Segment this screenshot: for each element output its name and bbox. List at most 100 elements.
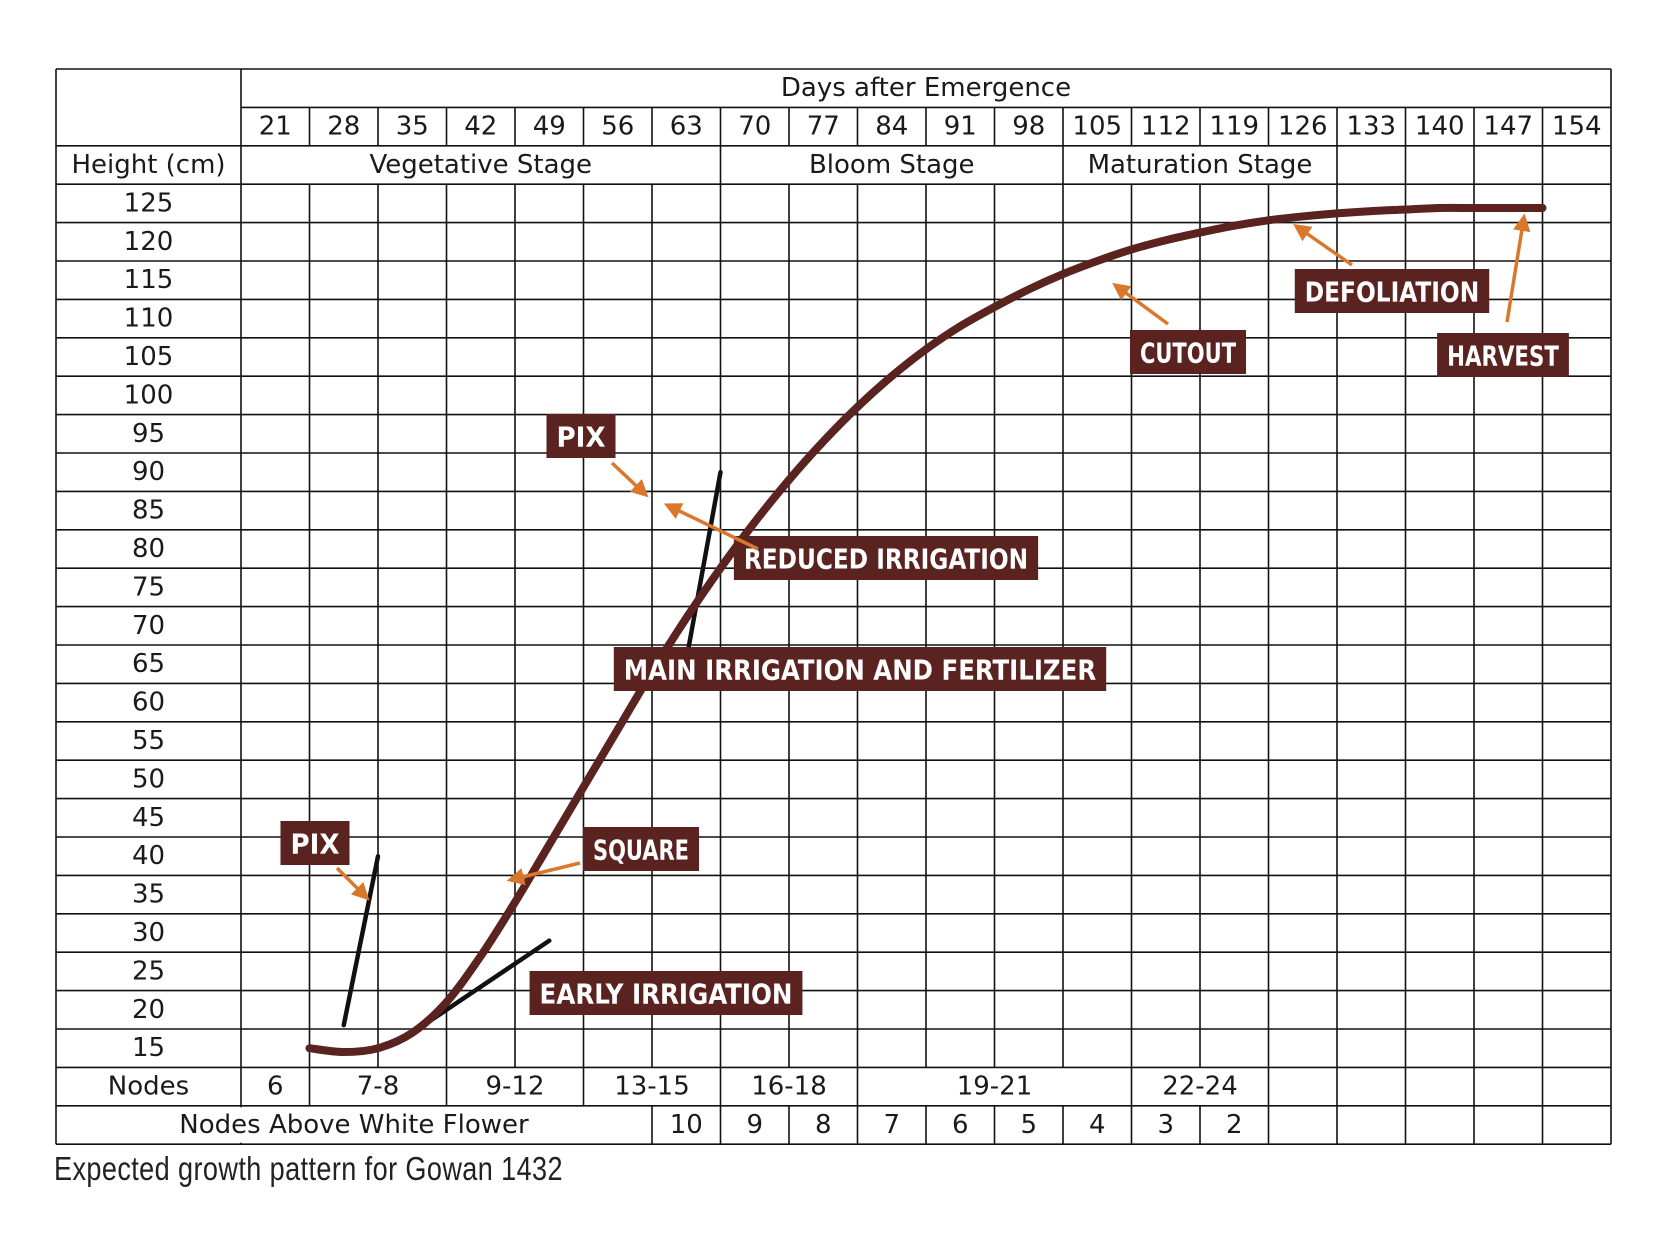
annotation-box	[280, 821, 350, 865]
nawf-row-label: Nodes Above White Flower	[179, 1110, 529, 1140]
nodes-value: 16-18	[751, 1072, 827, 1102]
annotation-label: EARLY IRRIGATION	[540, 978, 793, 1011]
stage-label: Maturation Stage	[1088, 150, 1313, 180]
height-tick-label: 60	[132, 688, 165, 718]
height-tick-label: 115	[124, 265, 174, 295]
day-tick-label: 98	[1012, 112, 1045, 142]
nawf-value: 7	[883, 1110, 900, 1140]
day-tick-label: 42	[464, 112, 497, 142]
days-after-emergence-header: Days after Emergence	[781, 73, 1071, 103]
stage-label: Vegetative Stage	[369, 150, 592, 180]
annotation-box	[1129, 330, 1247, 374]
annotation-box	[529, 971, 803, 1015]
annotation-arrow	[335, 866, 370, 901]
figure-caption: Expected growth pattern for Gowan 1432	[54, 1150, 563, 1187]
day-tick-label: 77	[807, 112, 840, 142]
nawf-value: 8	[815, 1110, 832, 1140]
height-tick-label: 25	[132, 956, 165, 986]
height-tick-label: 100	[124, 380, 174, 410]
nawf-value: 5	[1020, 1110, 1037, 1140]
height-tick-label: 45	[132, 803, 165, 833]
height-tick-label: 35	[132, 880, 165, 910]
nawf-value: 9	[746, 1110, 763, 1140]
growth-curve	[305, 203, 1547, 1057]
height-tick-label: 105	[124, 342, 174, 372]
nodes-value: 22-24	[1162, 1072, 1238, 1102]
height-tick-label: 80	[132, 534, 165, 564]
annotation-label: PIX	[290, 828, 339, 861]
height-tick-label: 55	[132, 726, 165, 756]
height-tick-label: 125	[124, 188, 174, 218]
nawf-value: 3	[1157, 1110, 1174, 1140]
height-tick-label: 70	[132, 611, 165, 641]
day-tick-label: 154	[1552, 112, 1602, 142]
nodes-value: 9-12	[485, 1072, 544, 1102]
annotation-label: HARVEST	[1447, 340, 1559, 373]
annotation-arrow	[610, 461, 649, 498]
nawf-value: 4	[1089, 1110, 1106, 1140]
tangent-line	[341, 853, 381, 1028]
day-tick-label: 49	[533, 112, 566, 142]
height-tick-label: 120	[124, 227, 174, 257]
annotation-layer: PIX EARLY IRRIGATION SQUARE PIX MAIN IRRIGAT…	[280, 213, 1569, 1015]
annotation-box	[733, 536, 1039, 580]
height-tick-label: 30	[132, 918, 165, 948]
growth-curve-layer	[305, 203, 1547, 1057]
annotation-label: MAIN IRRIGATION AND FERTILIZER	[624, 654, 1096, 687]
annotation-arrow	[1112, 282, 1170, 326]
height-tick-label: 90	[132, 457, 165, 487]
day-tick-label: 140	[1415, 112, 1465, 142]
annotation-box	[1437, 333, 1569, 377]
tangent-line	[684, 469, 723, 663]
day-tick-label: 112	[1141, 112, 1191, 142]
nawf-label-span	[58, 1107, 247, 1143]
annotation-box	[546, 414, 616, 458]
day-tick-label: 133	[1346, 112, 1396, 142]
height-tick-label: 110	[124, 304, 174, 334]
annotation-arrow	[1293, 223, 1354, 267]
annotation-box	[1294, 269, 1490, 313]
height-tick-label: 40	[132, 841, 165, 871]
annotation-label: CUTOUT	[1140, 337, 1237, 370]
chart-grid	[55, 68, 1612, 1145]
nawf-value: 2	[1226, 1110, 1243, 1140]
height-tick-label: 85	[132, 496, 165, 526]
annotation-label: REDUCED IRRIGATION	[744, 543, 1028, 576]
annotation-box	[613, 647, 1107, 691]
annotation-label: SQUARE	[593, 834, 689, 867]
annotation-box	[582, 827, 700, 871]
day-tick-label: 105	[1072, 112, 1122, 142]
day-tick-label: 126	[1278, 112, 1328, 142]
nodes-value: 6	[267, 1072, 284, 1102]
day-tick-label: 35	[396, 112, 429, 142]
annotation-arrow	[506, 861, 581, 886]
height-column-header: Height (cm)	[71, 150, 225, 180]
nodes-value: 19-21	[957, 1072, 1033, 1102]
height-tick-label: 75	[132, 572, 165, 602]
annotation-label: DEFOLIATION	[1305, 276, 1479, 309]
nawf-value: 10	[670, 1110, 703, 1140]
day-tick-label: 91	[944, 112, 977, 142]
day-tick-label: 84	[875, 112, 908, 142]
height-tick-label: 50	[132, 764, 165, 794]
tangent-lines	[341, 469, 723, 1036]
height-tick-label: 15	[132, 1033, 165, 1063]
height-tick-label: 20	[132, 995, 165, 1025]
day-tick-label: 56	[601, 112, 634, 142]
nodes-row-label: Nodes	[108, 1072, 189, 1102]
day-tick-label: 21	[259, 112, 292, 142]
annotation-arrow	[663, 503, 759, 551]
day-tick-label: 70	[738, 112, 771, 142]
nodes-value: 13-15	[614, 1072, 690, 1102]
height-tick-label: 65	[132, 649, 165, 679]
day-tick-label: 147	[1483, 112, 1533, 142]
nawf-value: 6	[952, 1110, 969, 1140]
nodes-value: 7-8	[357, 1072, 399, 1102]
day-tick-label: 63	[670, 112, 703, 142]
day-tick-label: 28	[327, 112, 360, 142]
height-tick-label: 95	[132, 419, 165, 449]
annotation-label: PIX	[556, 421, 605, 454]
day-tick-label: 119	[1209, 112, 1259, 142]
